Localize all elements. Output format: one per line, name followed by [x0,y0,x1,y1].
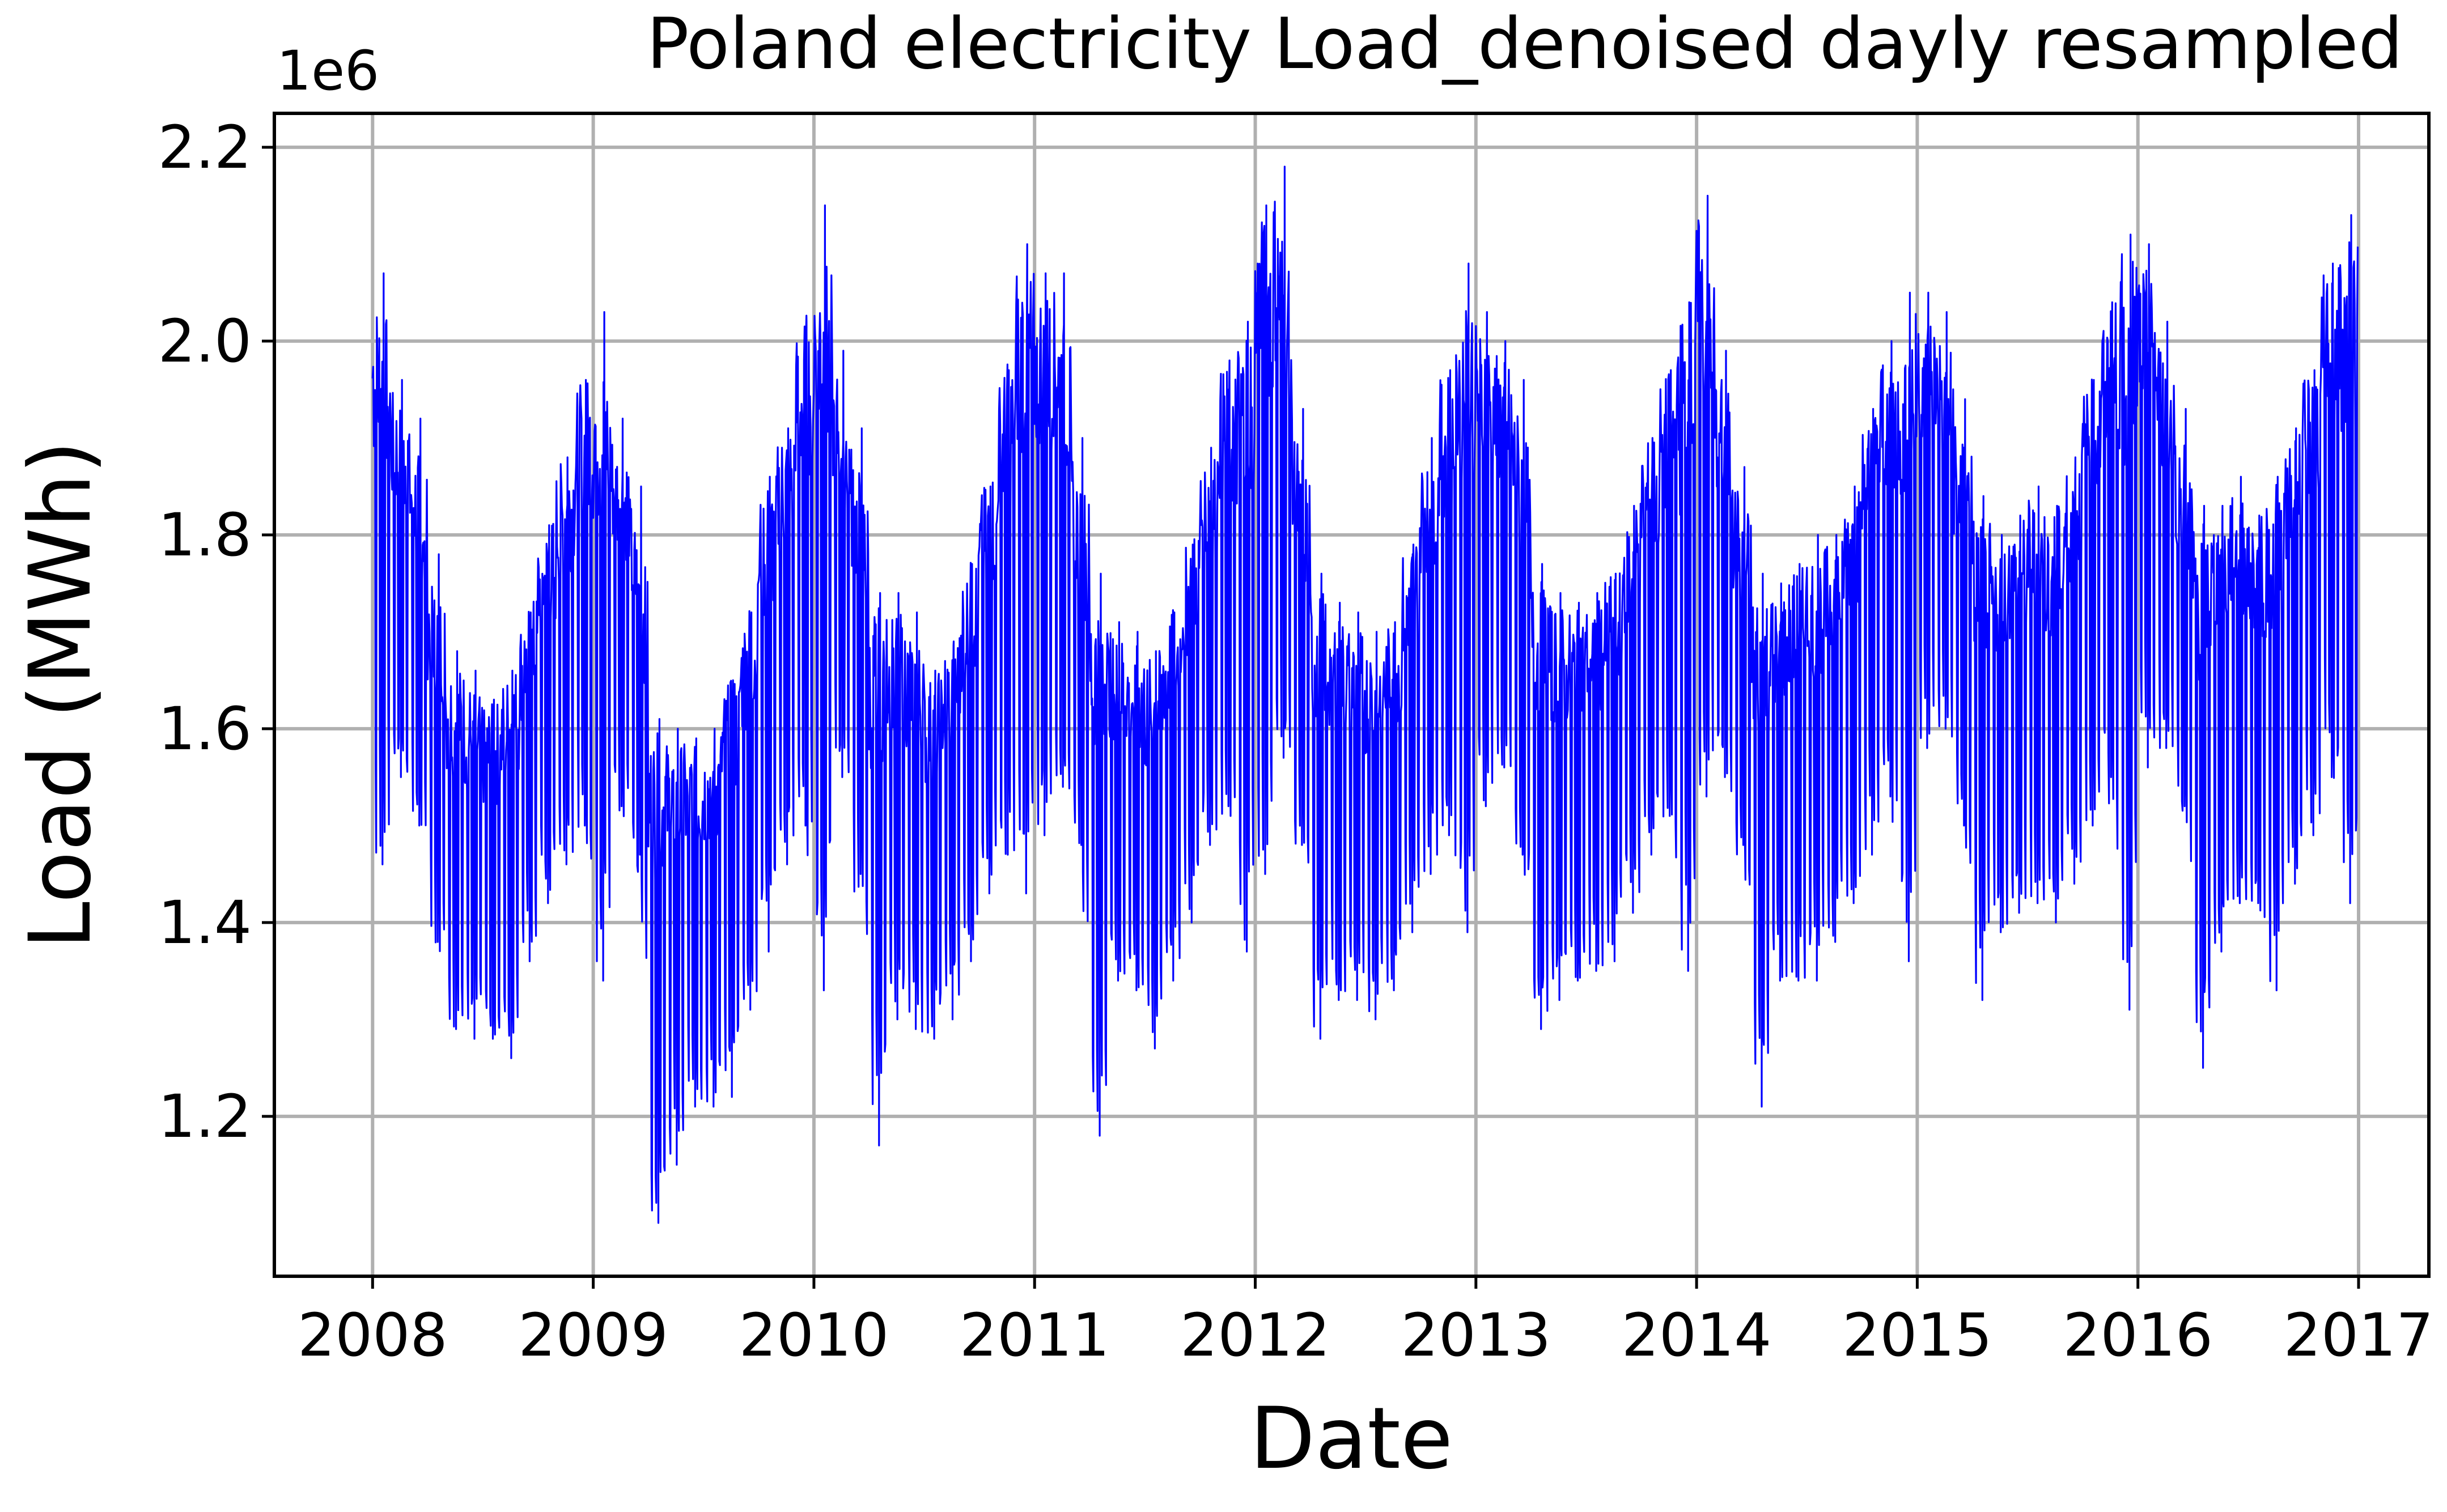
x-tick-label: 2016 [2063,1301,2213,1370]
axis-ticks: 2008 2009 2010 2011 2012 2013 2014 2015 2016 2017… [158,113,2434,1370]
y-tick-label: 1.6 [158,694,252,763]
y-tick-label: 1.2 [158,1082,252,1151]
y-tick-label: 1.4 [158,888,252,957]
plot-frame [273,112,2431,1278]
y-tick-label: 2.2 [158,113,252,182]
x-tick-label: 2010 [739,1301,889,1370]
x-tick-label: 2015 [1842,1301,1992,1370]
load-series-line [371,165,2359,1224]
x-tick-label: 2017 [2284,1301,2434,1370]
y-tick-label: 2.0 [158,307,252,376]
x-tick-label: 2008 [298,1301,448,1370]
chart-title: Poland electricity Load_denoised dayly r… [647,3,2403,85]
y-scale-label: 1e6 [277,39,379,103]
x-axis-label: Date [1250,1390,1453,1488]
data-series [371,165,2359,1224]
y-tick-label: 1.8 [158,500,252,570]
x-tick-label: 2011 [960,1301,1110,1370]
x-tick-label: 2009 [518,1301,668,1370]
x-tick-label: 2013 [1401,1301,1551,1370]
x-tick-label: 2014 [1622,1301,1772,1370]
y-axis-label: Load (MWh) [11,440,110,949]
x-tick-label: 2012 [1180,1301,1330,1370]
